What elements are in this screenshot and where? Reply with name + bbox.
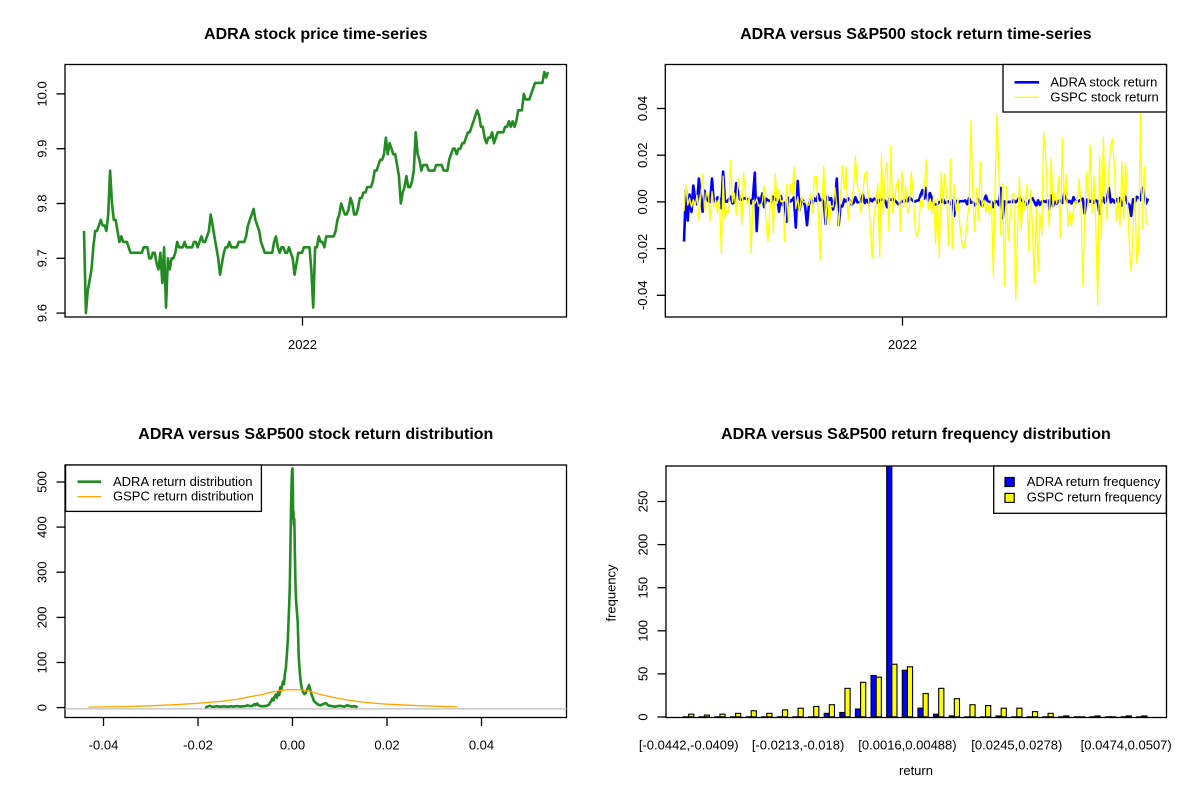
svg-text:0.02: 0.02 — [635, 143, 650, 168]
svg-text:2022: 2022 — [888, 337, 917, 352]
svg-text:9.8: 9.8 — [35, 194, 50, 212]
svg-text:GSPC return distribution: GSPC return distribution — [113, 489, 254, 504]
svg-text:-0.04: -0.04 — [89, 738, 119, 753]
svg-text:[0.0245,0.0278): [0.0245,0.0278) — [971, 738, 1062, 753]
svg-text:50: 50 — [636, 667, 651, 681]
svg-text:[0.0474,0.0507): [0.0474,0.0507) — [1081, 738, 1172, 753]
svg-text:100: 100 — [35, 652, 50, 674]
svg-text:ADRA versus S&P500 stock retur: ADRA versus S&P500 stock return distribu… — [138, 426, 493, 443]
svg-text:[-0.0442,-0.0409): [-0.0442,-0.0409) — [639, 738, 739, 753]
svg-text:0: 0 — [636, 713, 651, 720]
svg-text:10.0: 10.0 — [35, 81, 50, 106]
svg-text:GSPC return frequency: GSPC return frequency — [1027, 490, 1163, 505]
svg-text:200: 200 — [636, 534, 651, 556]
svg-text:200: 200 — [35, 607, 50, 629]
svg-text:ADRA stock return: ADRA stock return — [1050, 75, 1157, 90]
svg-text:ADRA return distribution: ADRA return distribution — [113, 474, 252, 489]
svg-text:9.9: 9.9 — [35, 140, 50, 158]
svg-text:ADRA versus S&P500 stock retur: ADRA versus S&P500 stock return time-ser… — [740, 26, 1092, 43]
svg-text:-0.02: -0.02 — [183, 738, 213, 753]
svg-text:150: 150 — [636, 577, 651, 599]
svg-text:100: 100 — [636, 620, 651, 642]
svg-text:frequency: frequency — [604, 564, 619, 622]
svg-text:500: 500 — [35, 471, 50, 493]
svg-text:0.04: 0.04 — [635, 96, 650, 121]
svg-text:return: return — [899, 763, 933, 778]
svg-text:250: 250 — [636, 491, 651, 513]
svg-text:[0.0016,0.00488): [0.0016,0.00488) — [858, 738, 956, 753]
svg-text:ADRA stock price time-series: ADRA stock price time-series — [204, 26, 428, 43]
svg-text:9.6: 9.6 — [35, 304, 50, 322]
svg-text:-0.02: -0.02 — [635, 234, 650, 264]
svg-text:0.00: 0.00 — [635, 189, 650, 214]
svg-text:400: 400 — [35, 516, 50, 538]
svg-text:0: 0 — [35, 704, 50, 711]
svg-text:0.02: 0.02 — [374, 738, 399, 753]
svg-text:0.00: 0.00 — [280, 738, 305, 753]
svg-text:-0.04: -0.04 — [635, 280, 650, 310]
svg-text:9.7: 9.7 — [35, 249, 50, 267]
svg-text:[-0.0213,-0.018): [-0.0213,-0.018) — [752, 738, 845, 753]
svg-text:2022: 2022 — [288, 337, 317, 352]
svg-text:ADRA versus S&P500 return freq: ADRA versus S&P500 return frequency dist… — [721, 426, 1111, 443]
svg-text:ADRA return frequency: ADRA return frequency — [1027, 474, 1161, 489]
svg-text:300: 300 — [35, 561, 50, 583]
svg-text:0.04: 0.04 — [469, 738, 494, 753]
svg-text:GSPC stock return: GSPC stock return — [1050, 89, 1158, 104]
